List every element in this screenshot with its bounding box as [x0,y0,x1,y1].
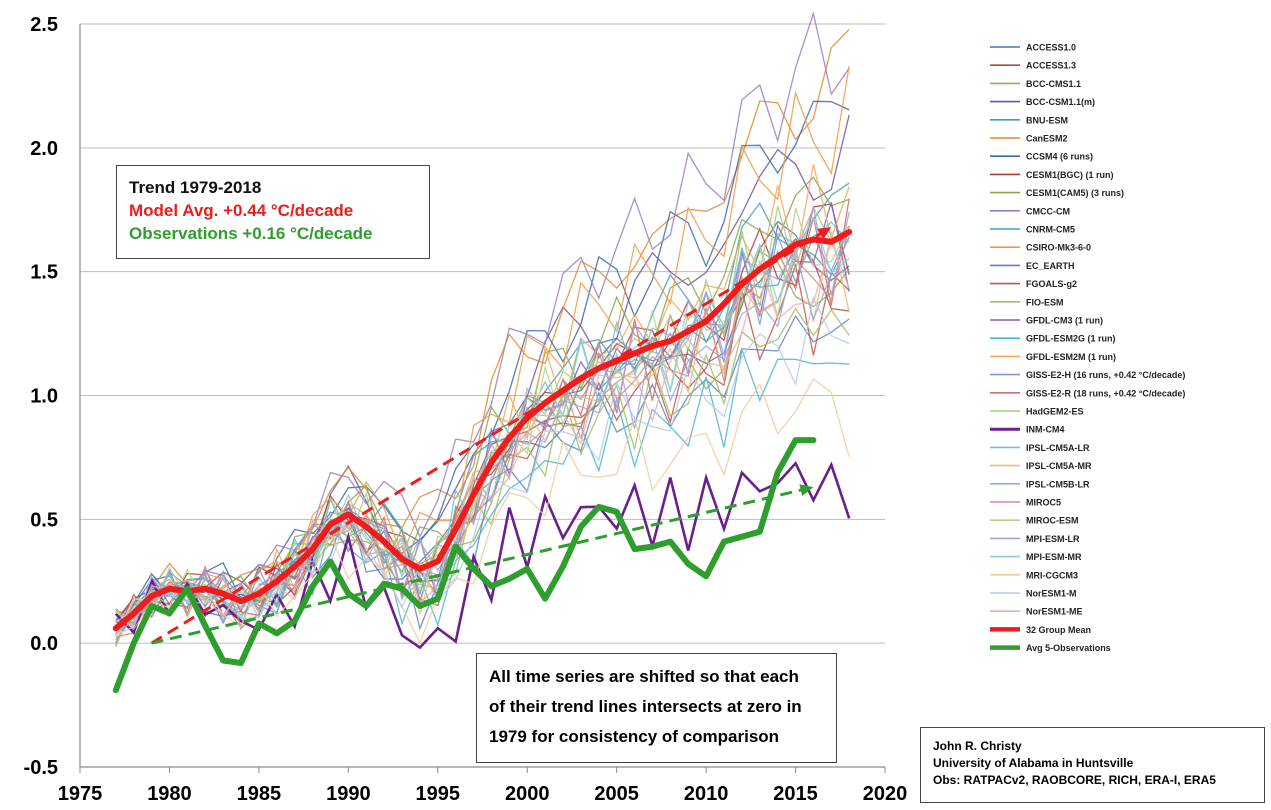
x-tick-label: 1975 [58,783,103,805]
series-line-fio-esm [115,307,850,626]
series-line-miroc5 [115,226,850,628]
legend-label-access1-3: ACCESS1.3 [1026,61,1076,71]
legend-label-access1-0: ACCESS1.0 [1026,43,1076,53]
x-tick-label: 1985 [237,783,282,805]
legend-label-cesm1-bgc-1-run: CESM1(BGC) (1 run) [1026,170,1114,180]
series-line-noresm1-me [115,239,850,630]
shift-note-box: All time series are shifted so that each… [476,653,837,763]
legend-label-avg-5-observations: Avg 5-Observations [1026,643,1111,653]
trend-model-avg: Model Avg. +0.44 °C/decade [129,201,354,220]
y-tick-label: 0.0 [30,633,58,655]
note-line-3: 1979 for consistency of comparison [489,727,780,746]
legend-label-cesm1-cam5-3-runs: CESM1(CAM5) (3 runs) [1026,188,1124,198]
legend-label-ccsm4-6-runs: CCSM4 (6 runs) [1026,152,1093,162]
series-line-gfdl-esm2g-1-run [115,347,850,645]
legend-label-32-group-mean: 32 Group Mean [1026,625,1091,635]
legend-label-mpi-esm-mr: MPI-ESM-MR [1026,552,1082,562]
legend-label-miroc-esm: MIROC-ESM [1026,516,1079,526]
trend-arrowhead-32-group-mean [817,227,832,239]
note-line-1: All time series are shifted so that each [489,667,799,686]
legend-label-ipsl-cm5a-mr: IPSL-CM5A-MR [1026,461,1092,471]
y-tick-label: 1.0 [30,386,58,408]
legend-label-noresm1-m: NorESM1-M [1026,589,1077,599]
model-series-lines [114,11,851,650]
legend-label-cmcc-cm: CMCC-CM [1026,206,1070,216]
legend-label-fgoals-g2: FGOALS-g2 [1026,279,1077,289]
x-tick-label: 1990 [326,783,371,805]
legend-label-gfdl-cm3-1-run: GFDL-CM3 (1 run) [1026,316,1103,326]
legend-label-fio-esm: FIO-ESM [1026,297,1064,307]
y-tick-label: 0.5 [30,509,58,531]
x-tick-label: 2005 [594,783,639,805]
axes [79,24,886,773]
y-tick-label: -0.5 [24,757,58,779]
legend-label-bcc-cms1-1: BCC-CMS1.1 [1026,79,1081,89]
legend-label-gfdl-esm2m-1-run: GFDL-ESM2M (1 run) [1026,352,1116,362]
credit-affiliation: University of Alabama in Huntsville [933,756,1134,770]
x-tick-label: 2000 [505,783,550,805]
note-line-2: of their trend lines intersects at zero … [489,697,802,716]
y-tick-label: 2.0 [30,138,58,160]
series-line-canesm2 [115,28,850,638]
legend-label-ipsl-cm5a-lr: IPSL-CM5A-LR [1026,443,1090,453]
series-line-csiro-mk3-6-0 [115,66,850,626]
legend-label-csiro-mk3-6-0: CSIRO-Mk3-6-0 [1026,243,1091,253]
legend-label-mpi-esm-lr: MPI-ESM-LR [1026,534,1080,544]
series-line-avg-5-observations [112,437,817,694]
legend-label-mri-cgcm3: MRI-CGCM3 [1026,570,1078,580]
x-tick-label: 1980 [147,783,192,805]
legend-label-noresm1-me: NorESM1-ME [1026,607,1083,617]
series-line-cmcc-cm [115,11,850,635]
legend-label-bnu-esm: BNU-ESM [1026,115,1068,125]
series-line-mri-cgcm3 [115,378,850,645]
x-tick-label: 1995 [416,783,461,805]
trend-arrowhead-avg-5-observations [799,484,814,496]
legend-label-ec-earth: EC_EARTH [1026,261,1075,271]
legend-label-giss-e2-h-16-runs-0-42-c-decade: GISS-E2-H (16 runs, +0.42 °C/decade) [1026,370,1185,380]
x-tick-label: 2015 [773,783,818,805]
legend-label-miroc5: MIROC5 [1026,498,1061,508]
trend-lines [150,225,833,645]
series-line-noresm1-m [115,295,850,636]
legend-label-canesm2: CanESM2 [1026,134,1068,144]
series-line-mpi-esm-lr [115,205,850,634]
y-tick-label: 2.5 [30,14,58,36]
legend-label-giss-e2-r-18-runs-0-42-c-decade: GISS-E2-R (18 runs, +0.42 °C/decade) [1026,388,1185,398]
series-line-32-group-mean [112,229,853,632]
legend-label-cnrm-cm5: CNRM-CM5 [1026,225,1075,235]
trend-annotation-box: Trend 1979-2018 Model Avg. +0.44 °C/deca… [116,165,430,259]
legend-label-hadgem2-es: HadGEM2-ES [1026,407,1084,417]
legend-label-bcc-csm1-1-m: BCC-CSM1.1(m) [1026,97,1095,107]
x-tick-label: 2020 [863,783,908,805]
x-tick-label: 2010 [684,783,729,805]
tick-labels: -0.5 0.0 0.5 1.0 1.5 2.0 2.5 1975 1980 1985 1990 19… [24,14,908,805]
legend-label-gfdl-esm2g-1-run: GFDL-ESM2G (1 run) [1026,334,1116,344]
legend: ACCESS1.0 ACCESS1.3 BCC-CMS1.1 BCC-CSM1.1(m… [990,43,1185,653]
y-tick-label: 1.5 [30,262,58,284]
credit-author: John R. Christy [933,739,1022,753]
legend-label-ipsl-cm5b-lr: IPSL-CM5B-LR [1026,479,1090,489]
credit-obs-sources: Obs: RATPACv2, RAOBCORE, RICH, ERA-I, ER… [933,773,1216,787]
legend-label-inm-cm4: INM-CM4 [1026,425,1065,435]
trend-observations: Observations +0.16 °C/decade [129,224,373,243]
credit-box: John R. Christy University of Alabama in… [920,727,1265,803]
trend-heading: Trend 1979-2018 [129,178,262,197]
highlight-series-lines [112,229,853,694]
